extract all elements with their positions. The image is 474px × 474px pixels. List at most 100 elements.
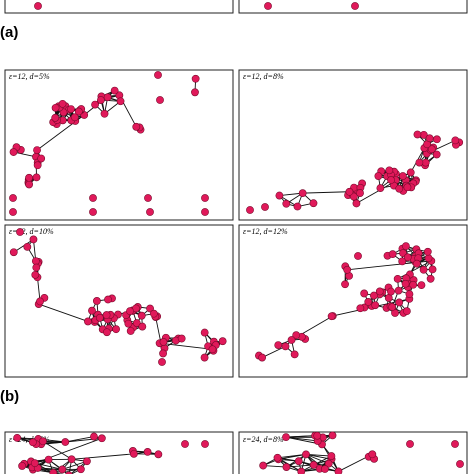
node bbox=[74, 107, 83, 116]
node bbox=[89, 208, 97, 216]
node bbox=[294, 457, 303, 466]
nodes bbox=[9, 2, 464, 474]
node bbox=[154, 71, 162, 79]
node bbox=[9, 148, 18, 156]
node bbox=[371, 301, 380, 310]
node bbox=[16, 228, 24, 236]
node bbox=[290, 350, 299, 359]
node bbox=[83, 457, 91, 466]
node bbox=[351, 2, 359, 10]
node bbox=[200, 353, 209, 362]
node bbox=[368, 450, 377, 459]
node bbox=[91, 100, 99, 109]
node bbox=[415, 158, 424, 167]
node bbox=[58, 465, 67, 474]
node bbox=[89, 194, 97, 202]
edge bbox=[285, 436, 318, 442]
node bbox=[297, 467, 306, 474]
node bbox=[364, 297, 373, 306]
node bbox=[37, 154, 46, 163]
node bbox=[398, 257, 407, 266]
node bbox=[274, 341, 283, 349]
node bbox=[49, 468, 58, 474]
node bbox=[154, 450, 163, 459]
node bbox=[158, 358, 166, 366]
node bbox=[287, 336, 296, 344]
node bbox=[156, 96, 164, 104]
node bbox=[44, 455, 53, 464]
node bbox=[374, 172, 383, 180]
node bbox=[345, 187, 354, 196]
node bbox=[97, 434, 106, 443]
edge bbox=[62, 460, 88, 470]
node bbox=[292, 331, 301, 340]
node bbox=[423, 247, 432, 256]
node bbox=[388, 250, 397, 259]
panel-label: ε=12, d=10% bbox=[9, 227, 54, 236]
edge bbox=[42, 440, 72, 460]
node bbox=[33, 161, 42, 170]
node bbox=[30, 459, 39, 468]
panel-label: ε=12, d=12% bbox=[243, 227, 288, 236]
node bbox=[426, 274, 435, 283]
edge bbox=[48, 459, 69, 474]
node bbox=[9, 208, 17, 216]
node bbox=[88, 306, 96, 315]
node bbox=[309, 199, 318, 208]
panel-frame bbox=[4, 431, 234, 474]
node bbox=[334, 467, 343, 474]
node bbox=[132, 122, 141, 131]
node bbox=[354, 252, 362, 260]
node bbox=[425, 134, 434, 143]
node bbox=[36, 297, 44, 306]
node bbox=[116, 97, 125, 106]
node bbox=[32, 173, 41, 182]
node bbox=[201, 194, 209, 202]
node bbox=[385, 166, 394, 175]
node bbox=[181, 440, 189, 448]
node bbox=[31, 257, 40, 265]
node bbox=[261, 203, 269, 211]
node bbox=[356, 304, 365, 313]
node bbox=[451, 440, 459, 448]
node bbox=[23, 242, 32, 251]
node bbox=[103, 328, 111, 337]
node bbox=[275, 191, 284, 200]
node bbox=[191, 88, 199, 97]
edge bbox=[71, 453, 134, 460]
node bbox=[398, 172, 407, 180]
panel-label: ε=12, d=5% bbox=[9, 72, 50, 81]
node bbox=[32, 263, 41, 272]
node bbox=[394, 286, 403, 295]
node bbox=[302, 450, 310, 459]
node bbox=[432, 150, 441, 159]
node bbox=[29, 235, 38, 244]
edge bbox=[277, 453, 307, 459]
node bbox=[110, 86, 119, 95]
node bbox=[129, 449, 138, 458]
node bbox=[324, 459, 333, 468]
node bbox=[126, 307, 134, 316]
node bbox=[405, 290, 414, 299]
edge bbox=[305, 453, 329, 465]
node bbox=[403, 253, 412, 262]
panel-label: ε=12, d=8% bbox=[243, 72, 284, 81]
node bbox=[61, 438, 70, 446]
node bbox=[18, 462, 27, 470]
node bbox=[406, 168, 415, 177]
edge bbox=[65, 436, 95, 443]
node bbox=[393, 274, 402, 283]
node bbox=[149, 309, 158, 318]
node bbox=[76, 465, 85, 474]
node bbox=[417, 281, 426, 290]
node bbox=[124, 319, 133, 328]
panel-frame bbox=[238, 431, 468, 474]
node bbox=[39, 437, 47, 446]
node bbox=[146, 208, 154, 216]
node bbox=[349, 192, 358, 201]
node bbox=[402, 307, 411, 316]
node bbox=[401, 279, 410, 288]
edge bbox=[37, 467, 63, 470]
node bbox=[84, 317, 92, 326]
